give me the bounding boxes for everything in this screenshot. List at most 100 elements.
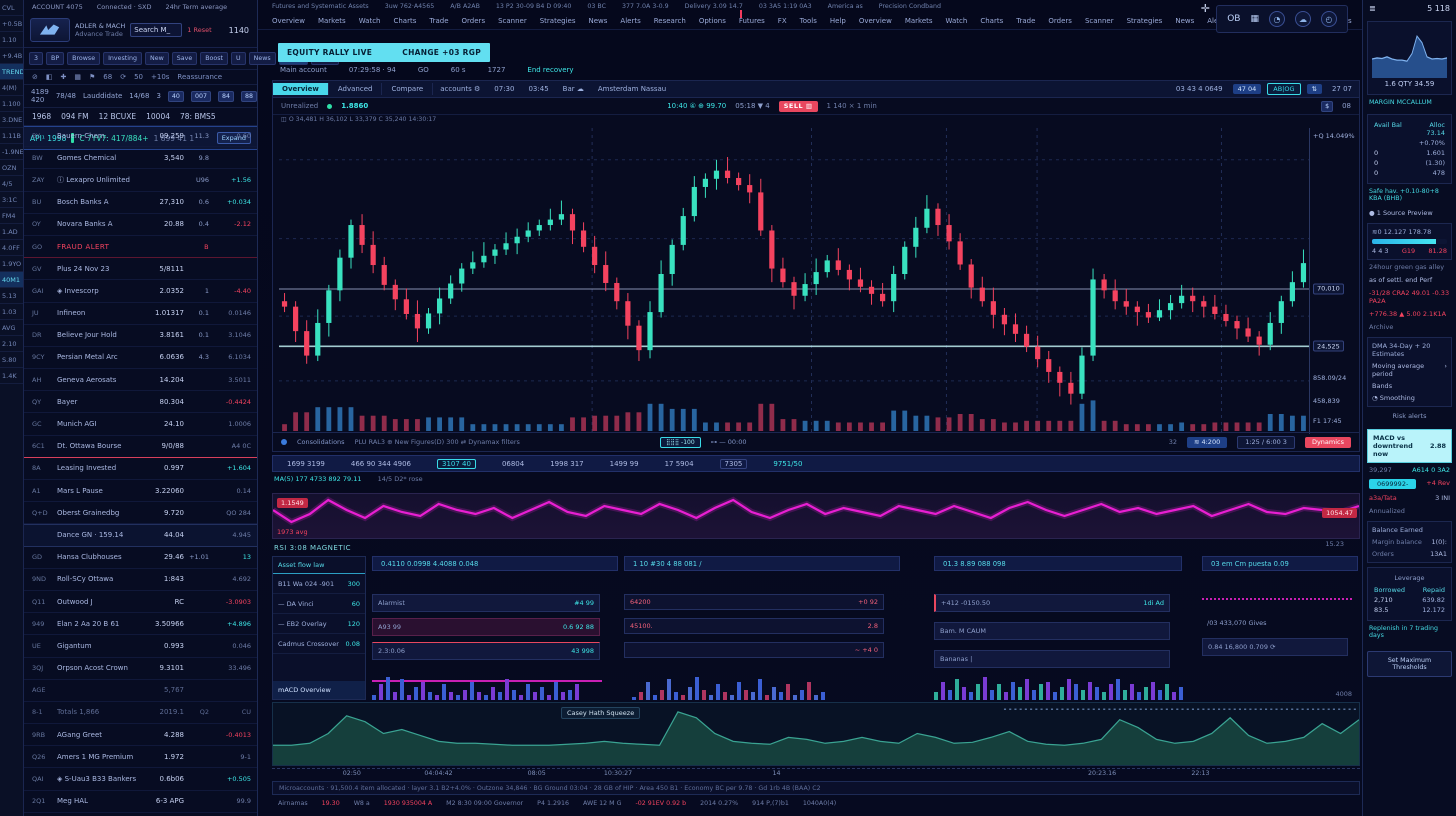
- chart-tab[interactable]: Advanced: [329, 83, 383, 95]
- menu-item[interactable]: Watch: [945, 17, 968, 25]
- watchlist-row[interactable]: QY Bayer 80.304 -0.4424: [24, 391, 257, 414]
- expand-button[interactable]: Expand: [216, 132, 251, 144]
- watchlist-row[interactable]: AGE 5,767: [24, 680, 257, 702]
- panel-c-row-1[interactable]: 64200 +0 92: [624, 594, 884, 610]
- stat-badge[interactable]: 40: [167, 90, 184, 102]
- menu-item[interactable]: Strategies: [1126, 17, 1163, 25]
- edge-item[interactable]: 4.0FF: [0, 240, 23, 256]
- tab-meta[interactable]: 03:45: [528, 85, 549, 93]
- filter-chip[interactable]: Browse: [67, 52, 101, 65]
- filter-chip[interactable]: Save: [171, 52, 198, 65]
- watchlist-row[interactable]: GAI ◈ Invescorp 2.0352 1 -4.40: [24, 280, 257, 303]
- menu-item[interactable]: Charts: [980, 17, 1004, 25]
- range-button[interactable]: 1:25 / 6:00 3: [1237, 435, 1295, 449]
- edge-item[interactable]: +9.4B: [0, 48, 23, 64]
- headline-banner[interactable]: EQUITY RALLY LIVE CHANGE +03 RGP: [278, 43, 490, 62]
- menu-item[interactable]: FX: [777, 17, 787, 25]
- watchlist-row[interactable]: 3QJ Orpson Acost Crown 9.3101 33.496: [24, 658, 257, 680]
- menu-item[interactable]: Tools: [799, 17, 817, 25]
- edge-item[interactable]: 1.11B: [0, 128, 23, 144]
- watchlist-row[interactable]: QAI ◈ S-Uau3 B33 Bankers 0.6b06 +0.505: [24, 768, 257, 791]
- watchlist-row[interactable]: Q11 Outwood J RC -3.0903: [24, 591, 257, 614]
- tab-meta[interactable]: accounts ⚙: [440, 85, 481, 93]
- watchlist-row[interactable]: BY Bauern Chem. 09.259 11.3 0.60: [24, 125, 257, 148]
- swap-box[interactable]: ⇅: [1306, 84, 1322, 94]
- panel-b-box-3[interactable]: 2.3:0.06 43 998: [372, 642, 600, 660]
- ma-period-row[interactable]: Moving average period ›: [1372, 358, 1447, 378]
- dynamics-button[interactable]: Dynamics: [1304, 436, 1351, 448]
- edge-item[interactable]: 1.10: [0, 32, 23, 48]
- filter-chip[interactable]: New: [145, 52, 169, 65]
- edge-item[interactable]: 1.AD: [0, 224, 23, 240]
- gauge-icon[interactable]: ◔: [1269, 11, 1285, 27]
- menu-icon[interactable]: ≣: [1369, 4, 1376, 13]
- edge-item[interactable]: AVG: [0, 320, 23, 336]
- bands-row[interactable]: Bands: [1372, 382, 1393, 390]
- filter-chip[interactable]: 3: [29, 52, 44, 65]
- watchlist-row[interactable]: 9CY Persian Metal Arc 6.0636 4.3 6.1034: [24, 347, 257, 370]
- margin-link[interactable]: MARGIN MCCALLUM: [1369, 99, 1432, 106]
- watchlist-row[interactable]: GO FRAUD ALERT B: [24, 236, 257, 259]
- panel-e-box[interactable]: 0.84 16,800 0.709 ⟳: [1202, 638, 1348, 656]
- watchlist-row[interactable]: BU Bosch Banks A 27,310 0.6 +0.034: [24, 192, 257, 214]
- macd-highlight[interactable]: MACD vs downtrend now 2.88: [1367, 429, 1452, 463]
- watchlist-row[interactable]: BW Gomes Chemical 3,540 9.8: [24, 147, 257, 170]
- edge-item[interactable]: CVL: [0, 0, 23, 16]
- watchlist-row[interactable]: 9ND Roll-SCy Ottawa 1:843 4.692: [24, 569, 257, 591]
- reset-link[interactable]: 1 Reset: [187, 26, 212, 34]
- zoom-slider[interactable]: ⣿⣿⣿ -100: [659, 436, 701, 448]
- tool-icon[interactable]: ⚑: [89, 73, 96, 81]
- panel-d-box-1[interactable]: +412 -0150.50 1di Ad: [934, 594, 1170, 612]
- edge-item[interactable]: -1.9NE: [0, 144, 23, 160]
- cloud-icon[interactable]: ☁: [1295, 11, 1311, 27]
- menu-item[interactable]: News: [588, 17, 608, 25]
- menu-item[interactable]: Orders: [1048, 17, 1072, 25]
- candlestick-chart[interactable]: [279, 128, 1309, 434]
- menu-item[interactable]: Overview: [858, 17, 892, 25]
- menu-item[interactable]: Overview: [272, 17, 305, 25]
- edge-item[interactable]: 4(M): [0, 80, 23, 96]
- watchlist-row[interactable]: 6C1 Dt. Ottawa Bourse 9/0/88 A4 0C: [24, 436, 257, 458]
- edge-item[interactable]: FM4: [0, 208, 23, 224]
- filter-chip[interactable]: U: [231, 52, 246, 65]
- consolidations-label[interactable]: Consolidations: [297, 438, 345, 446]
- menu-item[interactable]: Trade: [1016, 17, 1036, 25]
- menu-item[interactable]: Markets: [904, 17, 933, 25]
- edge-item[interactable]: OZN: [0, 160, 23, 176]
- watchlist-row[interactable]: 949 Elan 2 Aa 20 B 61 3.50966 +4.896: [24, 613, 257, 636]
- asset-flow-footer[interactable]: mACD Overview: [273, 681, 365, 699]
- edge-item[interactable]: 1.100: [0, 96, 23, 112]
- watchlist-row[interactable]: AH Geneva Aerosats 14.204 3.5011: [24, 369, 257, 392]
- menu-item[interactable]: Research: [653, 17, 686, 25]
- currency-button[interactable]: $: [1321, 100, 1334, 112]
- menu-item[interactable]: Charts: [393, 17, 417, 25]
- mini-chart-panel[interactable]: 1.6 QTY 34.59: [1367, 21, 1452, 95]
- tab-meta[interactable]: 07:30: [494, 85, 515, 93]
- watchlist-row[interactable]: ZAY ⓘ Lexapro Unlimited U96 +1.56: [24, 169, 257, 192]
- chart-tab[interactable]: Overview: [273, 83, 329, 95]
- speed-icon[interactable]: ◴: [1321, 11, 1337, 27]
- menu-item[interactable]: Strategies: [539, 17, 576, 25]
- set-thresholds-button[interactable]: Set Maximum Thresholds: [1367, 651, 1452, 677]
- tool-icon[interactable]: Reassurance: [177, 73, 223, 81]
- stat-badge[interactable]: 84: [217, 90, 234, 102]
- tool-icon[interactable]: ▦: [74, 73, 81, 81]
- filter-chip[interactable]: News: [248, 52, 276, 65]
- edge-item[interactable]: 4/5: [0, 176, 23, 192]
- edge-item[interactable]: S.80: [0, 352, 23, 368]
- tool-icon[interactable]: ✚: [60, 73, 67, 81]
- archive-link[interactable]: Archive: [1369, 322, 1394, 331]
- watchlist-row[interactable]: Q26 Amers 1 MG Premium 1.972 9-1: [24, 746, 257, 769]
- price-axis[interactable]: +Q 14.049% 70,010 24,525 858.09/24 458,839 F…: [1309, 128, 1359, 434]
- watchlist-row[interactable]: A1 Mars L Pause 3.22060 0.14: [24, 480, 257, 503]
- edge-item[interactable]: 3:1C: [0, 192, 23, 208]
- watchlist-row[interactable]: 9RB AGang Greet 4.288 -0.4013: [24, 724, 257, 747]
- menu-item[interactable]: Options: [698, 17, 726, 25]
- watchlist-row[interactable]: 8A Leasing Invested 0.997 +1.604: [24, 458, 257, 480]
- chart-tab[interactable]: Compare: [382, 83, 434, 95]
- filter-chip[interactable]: Boost: [200, 52, 229, 65]
- grid-layout-icon[interactable]: ▦: [1250, 14, 1259, 24]
- tool-icon[interactable]: 68: [103, 73, 113, 81]
- indicator-panel[interactable]: 1.1549 1973 avg 1054.47: [272, 493, 1360, 539]
- watchlist-row[interactable]: UE Gigantum 0.993 0.046: [24, 635, 257, 658]
